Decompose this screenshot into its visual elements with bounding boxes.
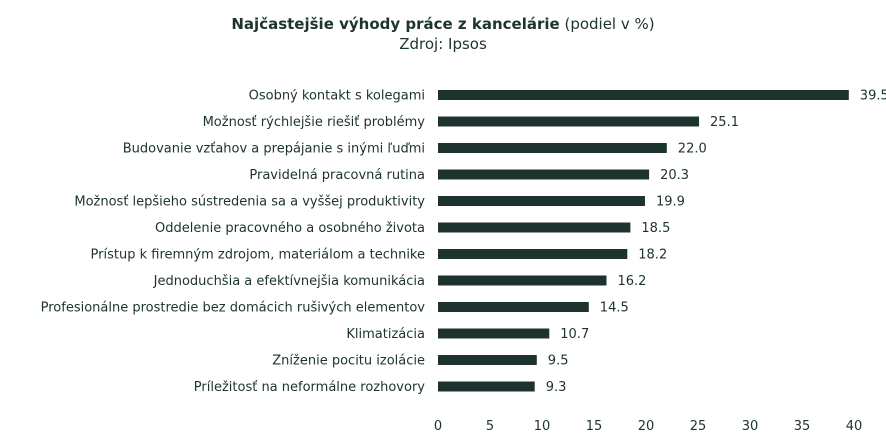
bar	[438, 143, 667, 153]
category-label: Prístup k firemným zdrojom, materiálom a…	[91, 248, 425, 263]
value-label: 10.7	[560, 327, 589, 342]
bar	[438, 355, 537, 365]
value-label: 18.2	[638, 248, 667, 263]
bar	[438, 196, 645, 206]
category-label: Klimatizácia	[346, 327, 425, 342]
x-tick-label: 15	[586, 419, 603, 434]
bar	[438, 381, 535, 392]
x-tick-label: 30	[742, 419, 759, 434]
chart-title-main: Najčastejšie výhody práce z kancelárie	[231, 15, 560, 33]
bar	[438, 249, 628, 259]
bar	[438, 302, 589, 312]
value-label: 9.3	[546, 380, 567, 395]
category-label: Budovanie vzťahov a prepájanie s inými ľ…	[123, 142, 425, 157]
chart-title-block: Najčastejšie výhody práce z kancelárie (…	[0, 14, 886, 54]
x-tick-label: 5	[486, 419, 494, 434]
category-label: Profesionálne prostredie bez domácich ru…	[41, 301, 426, 316]
category-label: Zníženie pocitu izolácie	[272, 354, 425, 369]
value-label: 18.5	[641, 221, 670, 236]
category-label: Oddelenie pracovného a osobného života	[155, 221, 425, 236]
chart-subtitle: Zdroj: Ipsos	[399, 35, 487, 53]
x-tick-label: 25	[690, 419, 707, 434]
category-label: Osobný kontakt s kolegami	[249, 89, 425, 104]
value-label: 19.9	[656, 195, 685, 210]
bar	[438, 222, 631, 233]
x-tick-label: 40	[846, 419, 863, 434]
value-label: 39.5	[860, 89, 886, 104]
value-label: 9.5	[548, 354, 569, 369]
x-tick-label: 35	[794, 419, 811, 434]
chart-title: Najčastejšie výhody práce z kancelárie (…	[0, 14, 886, 34]
bar	[438, 275, 607, 286]
chart-title-suffix: (podiel v %)	[564, 15, 655, 33]
value-label: 22.0	[678, 142, 707, 157]
bar	[438, 169, 650, 180]
x-tick-label: 20	[638, 419, 655, 434]
value-label: 20.3	[660, 168, 689, 183]
value-label: 25.1	[710, 115, 739, 130]
bar	[438, 328, 550, 339]
category-label: Možnosť rýchlejšie riešiť problémy	[203, 115, 426, 130]
category-label: Možnosť lepšieho sústredenia sa a vyššej…	[74, 195, 425, 210]
value-label: 16.2	[617, 274, 646, 289]
value-label: 14.5	[600, 301, 629, 316]
bar	[438, 90, 849, 100]
x-tick-label: 10	[534, 419, 551, 434]
category-label: Príležitosť na neformálne rozhovory	[194, 380, 426, 395]
x-tick-label: 0	[434, 419, 442, 434]
bar	[438, 116, 700, 127]
category-label: Pravidelná pracovná rutina	[249, 168, 425, 183]
category-label: Jednoduchšia a efektívnejšia komunikácia	[153, 274, 425, 289]
